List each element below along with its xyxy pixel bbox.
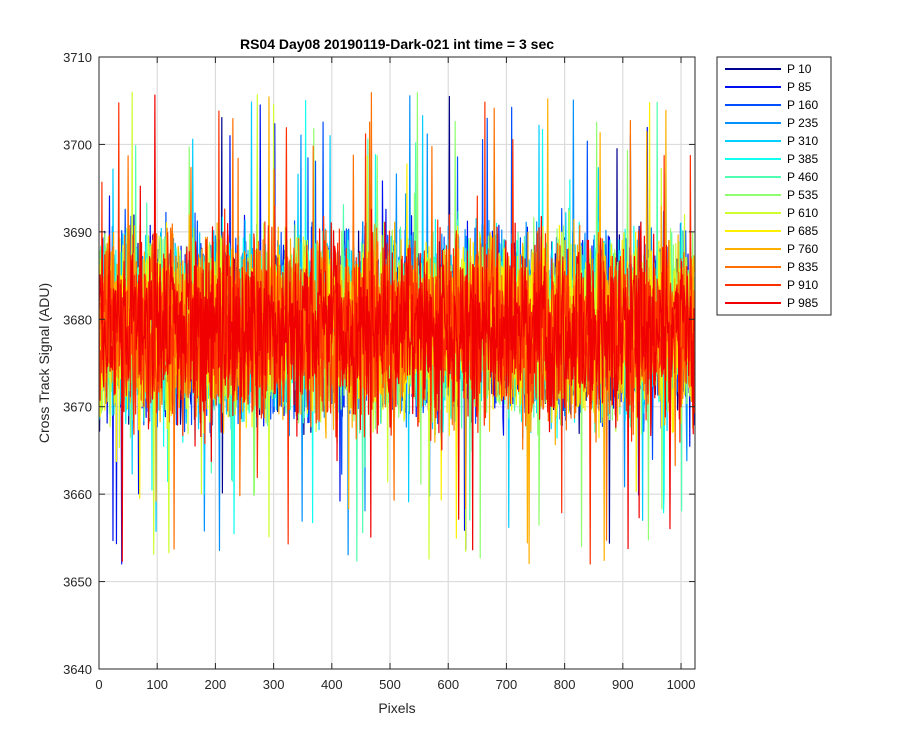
legend-item: P 610 bbox=[725, 206, 818, 220]
legend-label: P 160 bbox=[787, 98, 818, 112]
legend-label: P 760 bbox=[787, 242, 818, 256]
y-tick-label: 3680 bbox=[63, 312, 92, 327]
y-tick-label: 3640 bbox=[63, 662, 92, 677]
legend-label: P 460 bbox=[787, 170, 818, 184]
legend-box bbox=[716, 56, 832, 316]
y-axis-label: Cross Track Signal (ADU) bbox=[36, 283, 52, 443]
y-tick-label: 3660 bbox=[63, 487, 92, 502]
x-tick-label: 600 bbox=[437, 677, 459, 692]
x-tick-label: 800 bbox=[554, 677, 576, 692]
legend-label: P 985 bbox=[787, 296, 818, 310]
y-tick-label: 3710 bbox=[63, 50, 92, 65]
x-tick-label: 100 bbox=[146, 677, 168, 692]
legend-item: P 985 bbox=[725, 296, 818, 310]
series-group bbox=[99, 91, 695, 565]
y-tick-label: 3700 bbox=[63, 137, 92, 152]
x-tick-label: 200 bbox=[205, 677, 227, 692]
x-tick-label: 700 bbox=[496, 677, 518, 692]
x-tick-label: 1000 bbox=[667, 677, 696, 692]
y-tick-label: 3670 bbox=[63, 400, 92, 415]
legend-item: P 85 bbox=[725, 80, 812, 94]
legend-item: P 10 bbox=[725, 62, 812, 76]
chart-title: RS04 Day08 20190119-Dark-021 int time = … bbox=[240, 36, 554, 52]
legend-item: P 835 bbox=[725, 260, 818, 274]
legend-item: P 760 bbox=[725, 242, 818, 256]
legend-label: P 535 bbox=[787, 188, 818, 202]
y-tick-label: 3690 bbox=[63, 225, 92, 240]
legend-label: P 235 bbox=[787, 116, 818, 130]
legend-label: P 910 bbox=[787, 278, 818, 292]
plot-area: 0 100 200 300 400 500 600 700 800 900 1000 3640 365… bbox=[63, 50, 696, 692]
legend-item: P 385 bbox=[725, 152, 818, 166]
x-tick-label: 400 bbox=[321, 677, 343, 692]
legend: P 10 P 85 P 160 P 235 P 310 P 385 P 460 P 535 P … bbox=[716, 56, 832, 316]
legend-label: P 835 bbox=[787, 260, 818, 274]
x-tick-label: 900 bbox=[612, 677, 634, 692]
legend-item: P 460 bbox=[725, 170, 818, 184]
x-axis: 0 100 200 300 400 500 600 700 800 900 1000 bbox=[95, 57, 695, 692]
legend-item: P 535 bbox=[725, 188, 818, 202]
legend-label: P 685 bbox=[787, 224, 818, 238]
y-tick-label: 3650 bbox=[63, 575, 92, 590]
legend-label: P 10 bbox=[787, 62, 812, 76]
legend-item: P 310 bbox=[725, 134, 818, 148]
legend-label: P 610 bbox=[787, 206, 818, 220]
legend-item: P 685 bbox=[725, 224, 818, 238]
series-line bbox=[99, 94, 695, 562]
legend-item: P 235 bbox=[725, 116, 818, 130]
x-tick-label: 500 bbox=[379, 677, 401, 692]
legend-label: P 385 bbox=[787, 152, 818, 166]
legend-item: P 910 bbox=[725, 278, 818, 292]
x-axis-label: Pixels bbox=[378, 700, 415, 716]
axes-box bbox=[98, 56, 696, 670]
legend-label: P 310 bbox=[787, 134, 818, 148]
x-tick-label: 300 bbox=[263, 677, 285, 692]
legend-item: P 160 bbox=[725, 98, 818, 112]
y-axis: 3640 3650 3660 3670 3680 3690 3700 3710 bbox=[63, 50, 695, 677]
x-tick-label: 0 bbox=[95, 677, 102, 692]
legend-label: P 85 bbox=[787, 80, 812, 94]
